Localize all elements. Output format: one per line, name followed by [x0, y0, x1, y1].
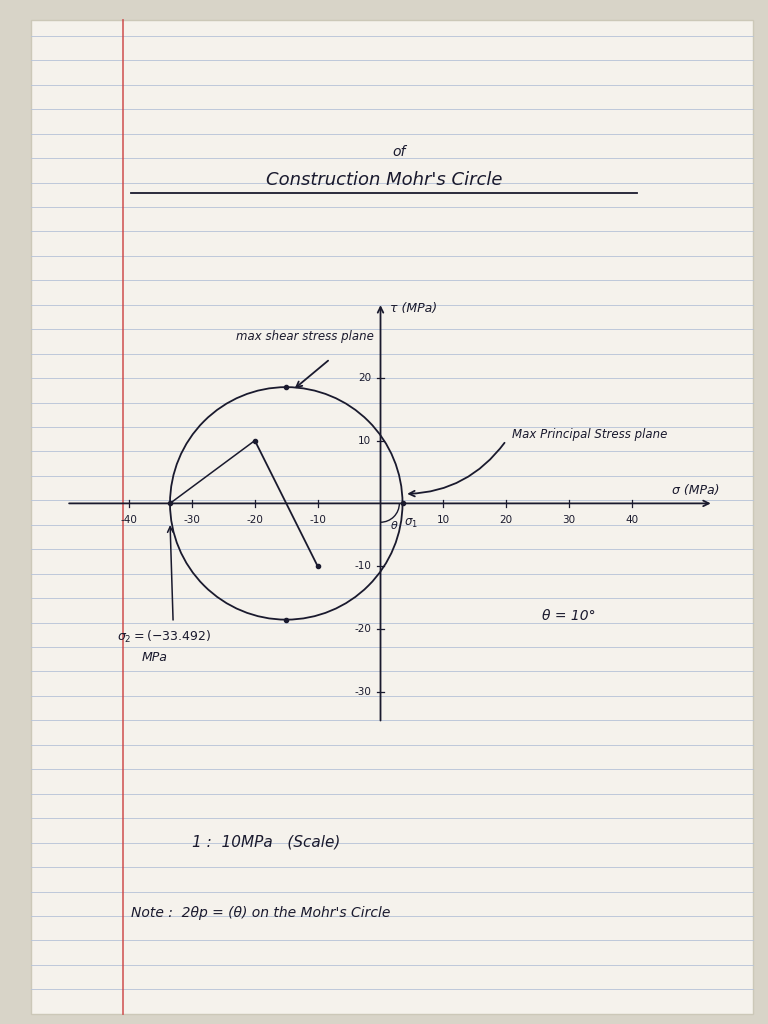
Text: $\theta$: $\theta$: [390, 519, 399, 531]
Text: Max Principal Stress plane: Max Principal Stress plane: [512, 428, 668, 440]
Text: τ (MPa): τ (MPa): [390, 302, 437, 315]
Text: Construction Mohr's Circle: Construction Mohr's Circle: [266, 171, 502, 189]
Text: $\sigma_2 = (-33.492)$: $\sigma_2 = (-33.492)$: [117, 629, 210, 645]
Text: 10: 10: [437, 515, 450, 524]
Text: -20: -20: [354, 624, 371, 634]
Text: θ = 10°: θ = 10°: [542, 609, 596, 624]
Text: -30: -30: [354, 687, 371, 697]
Text: Note :  2θp = (θ) on the Mohr's Circle: Note : 2θp = (θ) on the Mohr's Circle: [131, 906, 390, 921]
Text: 1 :  10MPa   (Scale): 1 : 10MPa (Scale): [192, 835, 340, 850]
Text: -10: -10: [310, 515, 326, 524]
Text: -40: -40: [121, 515, 137, 524]
Text: MPa: MPa: [142, 651, 167, 664]
Text: 20: 20: [500, 515, 513, 524]
Text: -30: -30: [184, 515, 200, 524]
Text: σ (MPa): σ (MPa): [672, 484, 720, 497]
Text: $\sigma_1$: $\sigma_1$: [405, 517, 419, 530]
Text: of: of: [392, 144, 406, 159]
Text: 20: 20: [358, 373, 371, 383]
Text: 30: 30: [562, 515, 575, 524]
Text: 40: 40: [625, 515, 638, 524]
Text: -10: -10: [354, 561, 371, 571]
Text: 10: 10: [358, 435, 371, 445]
Text: max shear stress plane: max shear stress plane: [236, 330, 374, 343]
Text: -20: -20: [247, 515, 263, 524]
